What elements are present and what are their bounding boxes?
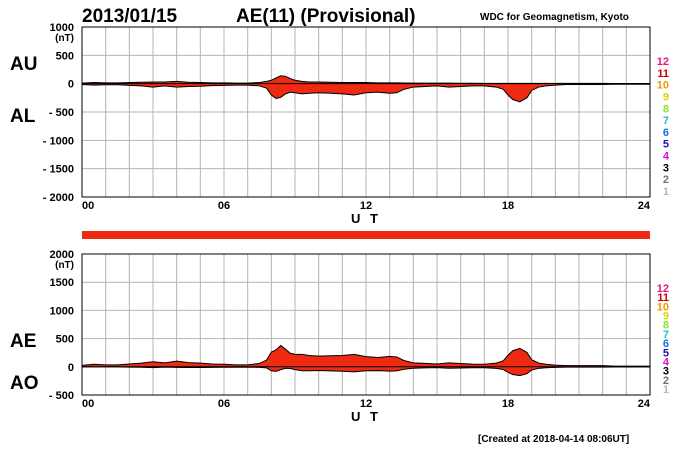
legend-item: 5 xyxy=(663,139,669,151)
x-tick-label: 24 xyxy=(638,200,651,212)
x-tick-label: 18 xyxy=(502,200,514,212)
unit-label: (nT) xyxy=(55,33,74,44)
legend-item: 4 xyxy=(663,356,670,368)
range-fill xyxy=(82,75,650,102)
x-tick-label: 00 xyxy=(82,398,94,410)
separator-bar xyxy=(82,231,650,239)
x-tick-label: 06 xyxy=(218,200,230,212)
x-tick-label: 24 xyxy=(638,398,651,410)
lower-series-label: AO xyxy=(10,373,39,394)
plot-frame xyxy=(81,26,651,198)
unit-label: (nT) xyxy=(55,260,74,271)
legend-item: 11 xyxy=(657,68,669,80)
legend-item: 10 xyxy=(657,80,669,92)
y-tick-label: - 1000 xyxy=(43,135,74,147)
x-axis-label: U T xyxy=(351,211,381,226)
source-label: WDC for Geomagnetism, Kyoto xyxy=(480,12,629,23)
x-axis-label: U T xyxy=(351,409,381,424)
legend-item: 4 xyxy=(663,151,670,163)
x-tick-label: 12 xyxy=(360,398,372,410)
created-timestamp: [Created at 2018-04-14 08:06UT] xyxy=(478,434,629,445)
y-tick-label: - 2000 xyxy=(43,192,74,204)
lower-series-label: AL xyxy=(10,106,36,127)
au-al-panel: 1000 500 0 - 500 - 1000 - 1500 - 2000 (nT) 00 06 1… xyxy=(10,22,670,226)
legend-item: 1 xyxy=(663,384,669,396)
range-fill xyxy=(82,345,650,376)
x-tick-label: 06 xyxy=(218,398,230,410)
upper-series-label: AE xyxy=(10,331,36,352)
legend-item: 8 xyxy=(663,320,669,332)
upper-series-label: AU xyxy=(10,54,37,75)
legend-item: 9 xyxy=(663,311,669,323)
legend-item: 12 xyxy=(657,283,669,295)
legend-item: 5 xyxy=(663,347,669,359)
y-tick-label: 1000 xyxy=(50,22,74,34)
y-tick-label: - 500 xyxy=(49,107,74,119)
legend-item: 3 xyxy=(663,366,669,378)
y-tick-label: - 500 xyxy=(49,390,74,402)
y-tick-label: 1000 xyxy=(50,305,74,317)
x-tick-label: 18 xyxy=(502,398,514,410)
legend-item: 10 xyxy=(657,301,669,313)
series-line-lower xyxy=(82,366,650,377)
y-tick-label: 500 xyxy=(56,334,74,346)
legend-item: 12 xyxy=(657,56,669,68)
legend-item: 11 xyxy=(657,292,669,304)
chart-title: AE(11) (Provisional) xyxy=(236,6,416,27)
series-line-upper xyxy=(81,344,650,367)
y-tick-label: 2000 xyxy=(50,249,74,261)
legend-item: 2 xyxy=(663,375,669,387)
legend-item: 8 xyxy=(663,103,669,115)
y-tick-label: 0 xyxy=(68,79,74,91)
x-tick-label: 00 xyxy=(82,200,94,212)
legend-item: 7 xyxy=(663,115,669,127)
y-tick-label: 1500 xyxy=(50,277,74,289)
y-tick-label: 500 xyxy=(56,50,74,62)
legend-item: 6 xyxy=(663,127,669,139)
plot-frame xyxy=(81,253,651,396)
legend-item: 9 xyxy=(663,91,669,103)
legend-item: 3 xyxy=(663,162,669,174)
legend-item: 1 xyxy=(663,186,669,198)
series-line-lower xyxy=(81,83,650,103)
y-tick-label: - 1500 xyxy=(43,164,74,176)
date-title: 2013/01/15 xyxy=(82,6,178,27)
x-tick-label: 12 xyxy=(360,200,372,212)
y-tick-label: 0 xyxy=(68,362,74,374)
legend-item: 6 xyxy=(663,338,669,350)
legend-item: 2 xyxy=(663,174,669,186)
legend-item: 7 xyxy=(663,329,669,341)
